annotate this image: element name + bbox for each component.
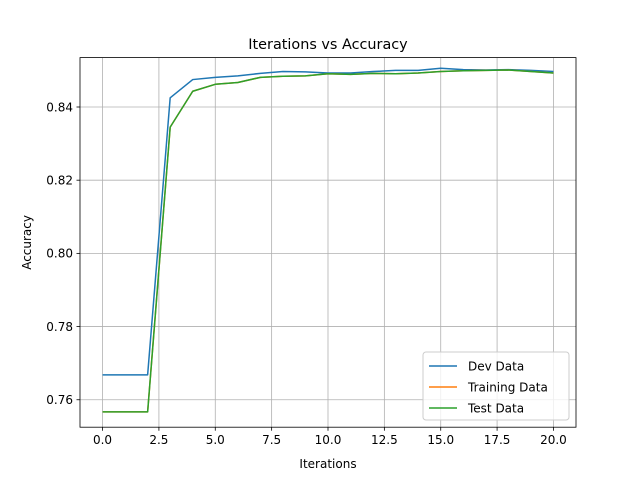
- y-tick-label: 0.82: [46, 173, 73, 187]
- legend-label-dev-data: Dev Data: [468, 359, 524, 373]
- legend-label-training-data: Training Data: [467, 380, 548, 394]
- x-tick-label: 7.5: [262, 433, 281, 447]
- series-group: [102, 67, 554, 413]
- y-axis-ticks: 0.76 0.78 0.80 0.82 0.84: [46, 100, 80, 407]
- x-tick-label: 5.0: [206, 433, 225, 447]
- x-tick-label: 12.5: [371, 433, 398, 447]
- chart-title: Iterations vs Accuracy: [248, 37, 408, 53]
- y-tick-label: 0.76: [46, 393, 73, 407]
- x-tick-label: 20.0: [540, 433, 567, 447]
- x-tick-label: 10.0: [315, 433, 342, 447]
- x-tick-label: 0.0: [93, 433, 112, 447]
- y-tick-label: 0.78: [46, 320, 73, 334]
- legend-box: [422, 351, 570, 421]
- x-axis-label: Iterations: [299, 457, 356, 471]
- x-tick-label: 17.5: [484, 433, 511, 447]
- x-tick-label: 2.5: [149, 433, 168, 447]
- x-axis-ticks: 0.0 2.5 5.0 7.5 10.0 12.5 15.0 17.5 20.0: [93, 427, 567, 447]
- series-line-test-data: [102, 69, 554, 413]
- y-tick-label: 0.80: [46, 247, 73, 261]
- legend: Dev Data Training Data Test Data: [422, 351, 570, 421]
- y-tick-label: 0.84: [46, 100, 73, 114]
- y-axis-label: Accuracy: [20, 215, 34, 270]
- x-tick-label: 15.0: [427, 433, 454, 447]
- legend-label-test-data: Test Data: [467, 401, 524, 415]
